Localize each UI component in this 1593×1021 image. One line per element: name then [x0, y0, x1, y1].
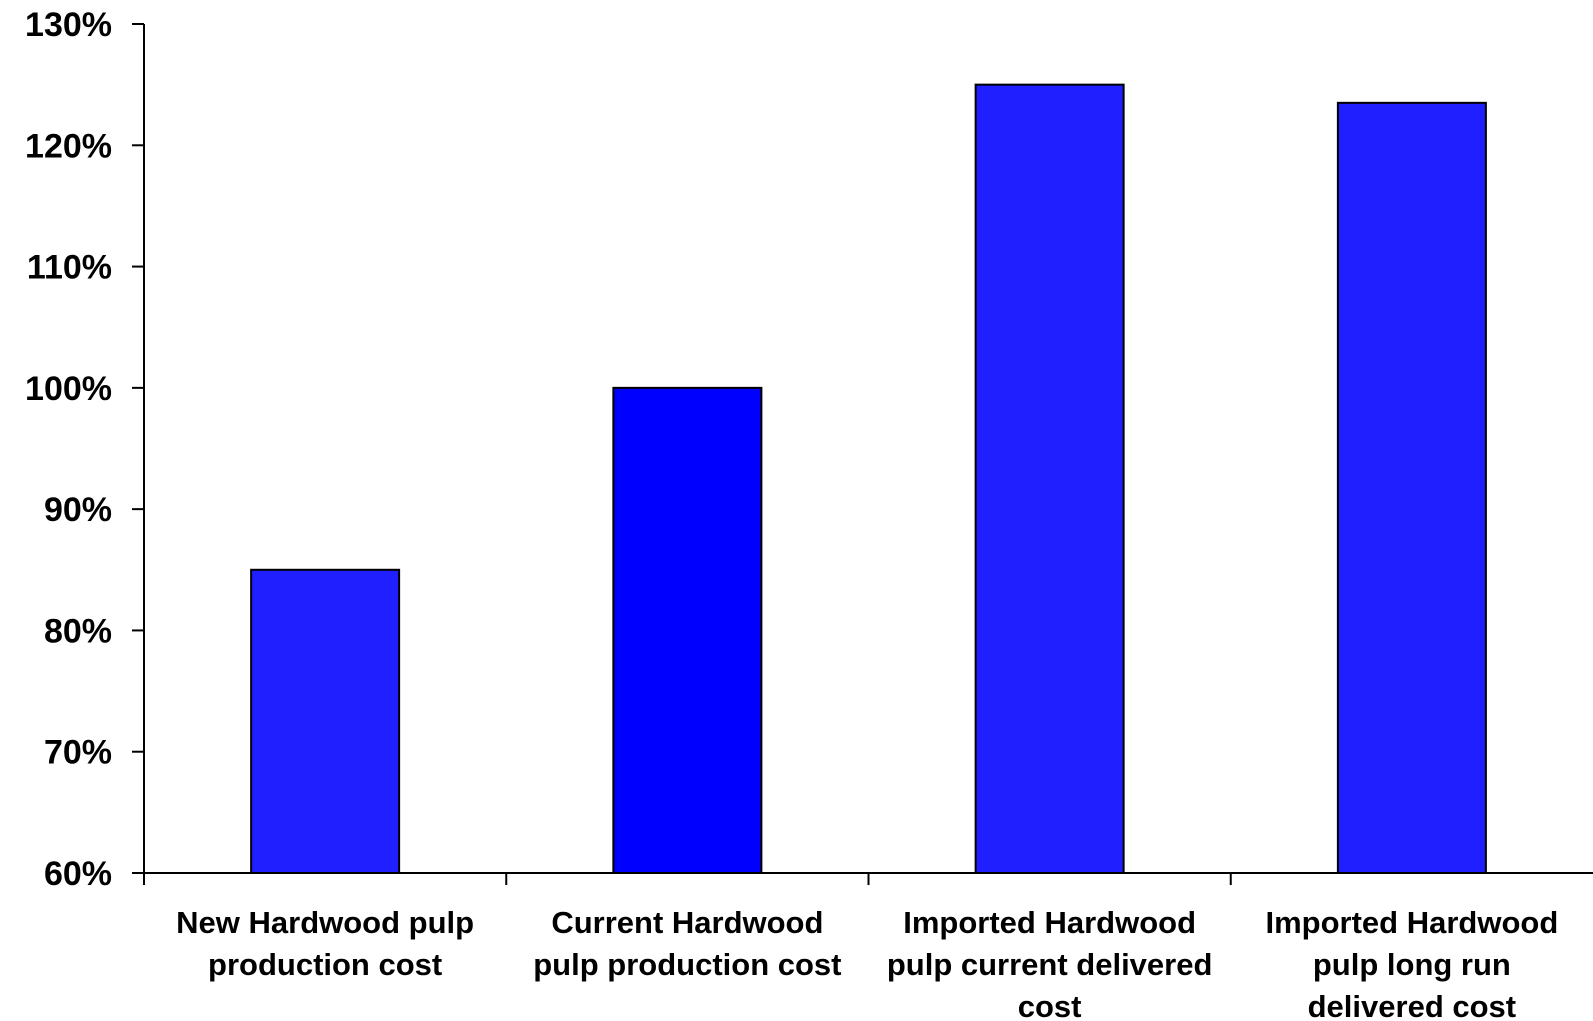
- y-tick-label: 90%: [44, 491, 112, 529]
- y-tick-label: 70%: [44, 734, 112, 772]
- y-tick-label: 130%: [25, 6, 112, 44]
- y-axis: 60% 70% 80% 90% 100% 110% 120% 130%: [25, 6, 145, 893]
- bar: [1336, 101, 1487, 875]
- y-tick-label: 60%: [44, 855, 112, 893]
- x-category-label: Current Hardwood pulp production cost: [533, 905, 841, 982]
- bar: [612, 386, 763, 874]
- y-tick-label: 120%: [25, 127, 112, 165]
- y-tick-label: 110%: [27, 249, 112, 287]
- x-category-label: Imported Hardwood pulp current delivered c…: [887, 905, 1213, 1021]
- y-tick-label: 80%: [44, 612, 112, 650]
- bar: [250, 568, 401, 874]
- x-category-label: Imported Hardwood pulp long run delivered …: [1265, 905, 1558, 1021]
- x-category-label: New Hardwood pulp production cost: [176, 905, 474, 982]
- y-tick-label: 100%: [25, 370, 112, 408]
- bars: [250, 83, 1487, 875]
- bar: [974, 83, 1125, 874]
- x-axis: New Hardwood pulp production cost Current …: [143, 872, 1593, 1021]
